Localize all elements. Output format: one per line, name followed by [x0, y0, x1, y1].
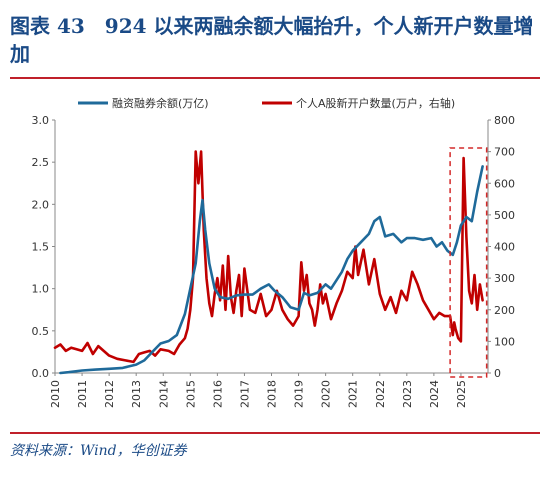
x-tick-label: 2025	[455, 380, 468, 408]
right-tick-label: 100	[494, 335, 515, 348]
title-rule	[10, 77, 540, 79]
x-tick-label: 2020	[320, 380, 333, 408]
x-tick-label: 2019	[293, 380, 306, 408]
left-tick-label: 0.0	[32, 367, 50, 380]
right-tick-label: 500	[494, 209, 515, 222]
left-tick-label: 1.0	[32, 283, 50, 296]
x-tick-label: 2021	[347, 380, 360, 408]
left-tick-label: 2.0	[32, 198, 50, 211]
legend-label: 融资融券余额(万亿)	[112, 96, 209, 110]
left-tick-label: 2.5	[32, 156, 50, 169]
right-tick-label: 200	[494, 304, 515, 317]
x-tick-label: 2010	[49, 380, 62, 408]
footer-rule	[10, 432, 540, 434]
right-tick-label: 700	[494, 146, 515, 159]
x-tick-label: 2013	[130, 380, 143, 408]
x-tick-label: 2012	[103, 380, 116, 408]
right-tick-label: 600	[494, 177, 515, 190]
x-tick-label: 2017	[238, 380, 251, 408]
series-line-margin-balance	[59, 165, 484, 375]
source-note: 资料来源：Wind，华创证券	[10, 443, 187, 459]
legend-label: 个人A股新开户数量(万户，右轴)	[296, 96, 455, 110]
x-tick-label: 2018	[266, 380, 279, 408]
legend: 融资融券余额(万亿) 个人A股新开户数量(万户，右轴)	[78, 96, 455, 110]
x-axis-ticks: 2010 2011 2012 2013 2014 2015 2016 2017 2018 2019…	[49, 373, 468, 408]
x-tick-label: 2016	[211, 380, 224, 408]
x-tick-label: 2023	[401, 380, 414, 408]
x-tick-label: 2014	[157, 380, 170, 408]
right-tick-label: 0	[494, 367, 501, 380]
x-tick-label: 2024	[428, 380, 441, 408]
highlight-box	[449, 147, 488, 378]
x-tick-label: 2011	[76, 380, 89, 408]
right-tick-label: 800	[494, 114, 515, 127]
chart: 融资融券余额(万亿) 个人A股新开户数量(万户，右轴) 0.0 0.5 1.0 1.5 2…	[32, 96, 516, 408]
right-axis-ticks: 0 100 200 300 400 500 600 700 800	[488, 114, 515, 380]
right-tick-label: 400	[494, 241, 515, 254]
x-tick-label: 2022	[374, 380, 387, 408]
right-tick-label: 300	[494, 272, 515, 285]
page-title: 图表 43 924 以来两融余额大幅抬升，个人新开户数量增加	[10, 14, 534, 66]
x-tick-label: 2015	[184, 380, 197, 408]
series-line-new-accounts	[53, 150, 484, 364]
left-axis-ticks: 0.0 0.5 1.0 1.5 2.0 2.5 3.0	[32, 114, 55, 380]
left-tick-label: 3.0	[32, 114, 50, 127]
left-tick-label: 1.5	[32, 241, 50, 254]
left-tick-label: 0.5	[32, 325, 50, 338]
